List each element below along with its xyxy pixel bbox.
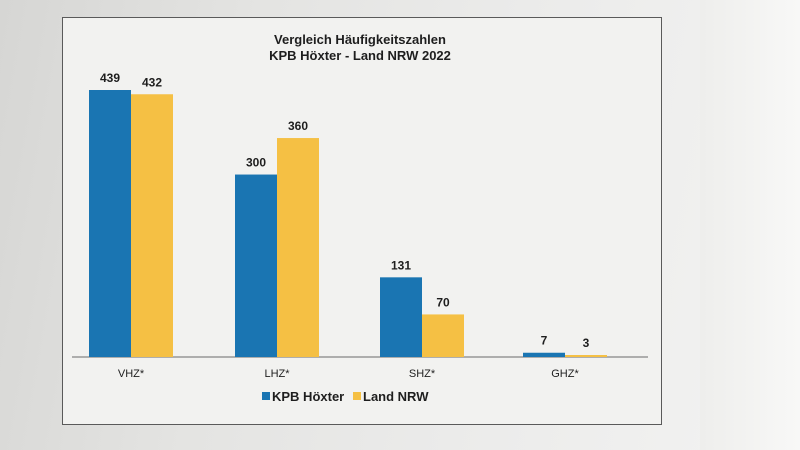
chart-title: Vergleich Häufigkeitszahlen: [274, 32, 446, 47]
legend: KPB Höxter Land NRW: [262, 389, 429, 404]
legend-swatch-nrw: [353, 392, 361, 400]
category-label: SHZ*: [409, 368, 436, 380]
data-label: 439: [100, 71, 120, 85]
bar-lhz-nrw: [277, 138, 319, 357]
bar-ghz-nrw: [565, 355, 607, 357]
data-label: 131: [391, 258, 411, 272]
data-label: 360: [288, 119, 308, 133]
legend-swatch-kpb: [262, 392, 270, 400]
data-label: 432: [142, 75, 162, 89]
category-label: VHZ*: [118, 368, 145, 380]
bars-group: 439 432 300 360 131 70 7 3: [89, 71, 607, 358]
category-label: GHZ*: [551, 368, 579, 380]
bar-shz-nrw: [422, 314, 464, 357]
category-labels: VHZ* LHZ* SHZ* GHZ*: [118, 368, 580, 380]
data-label: 300: [246, 156, 266, 170]
bar-shz-kpb: [380, 277, 422, 357]
data-label: 70: [436, 295, 450, 309]
category-label: LHZ*: [264, 368, 290, 380]
bar-vhz-nrw: [131, 94, 173, 358]
bar-vhz-kpb: [89, 90, 131, 357]
legend-label: Land NRW: [363, 389, 429, 404]
chart-subtitle: KPB Höxter - Land NRW 2022: [269, 48, 451, 63]
bar-ghz-kpb: [523, 352, 565, 357]
paper-edge: [700, 0, 800, 450]
data-label: 7: [541, 334, 548, 348]
legend-label: KPB Höxter: [272, 389, 344, 404]
data-label: 3: [583, 336, 590, 350]
bar-lhz-kpb: [235, 174, 277, 357]
